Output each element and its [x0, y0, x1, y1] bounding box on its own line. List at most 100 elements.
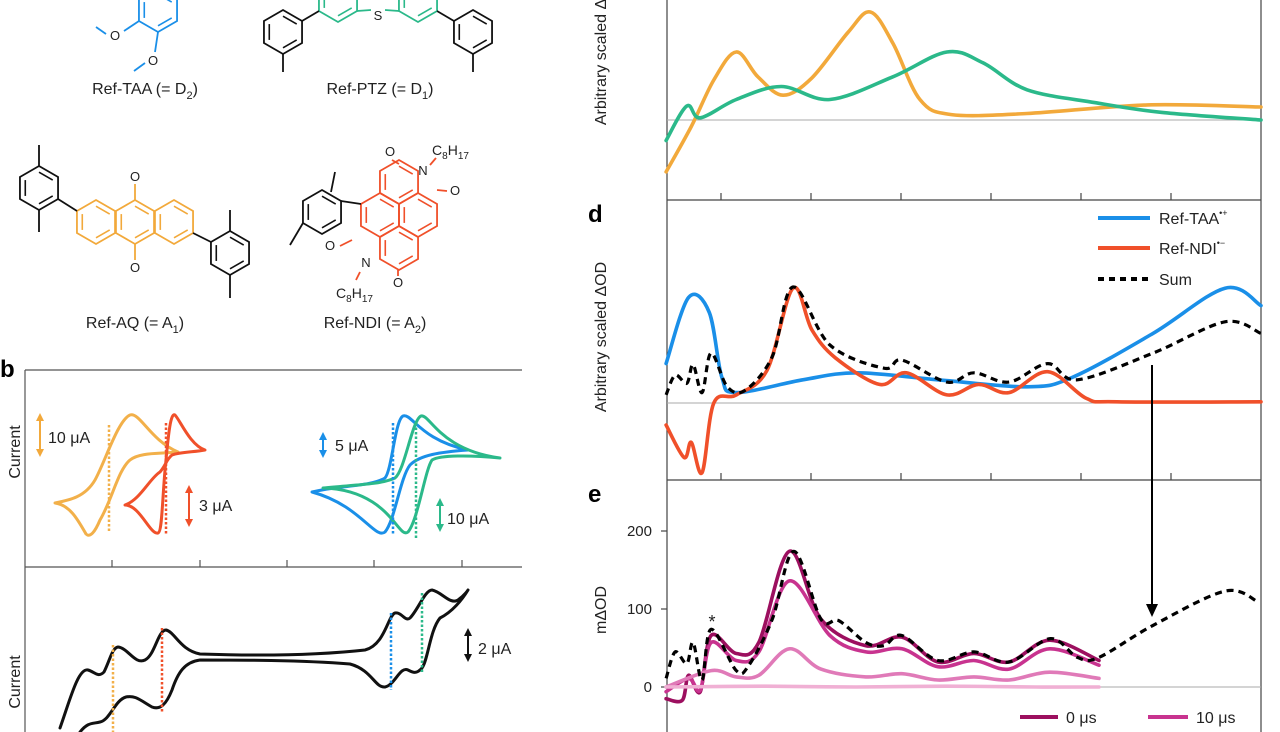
atom-label: O — [393, 275, 403, 290]
double-bond — [398, 231, 414, 241]
ring-ndi — [379, 158, 419, 206]
bond — [339, 239, 353, 247]
atom-label: O — [148, 53, 158, 68]
arrow-up-icon — [436, 498, 444, 506]
chemical-structures: O O S O O N N O O O O C8H17 C8H17 — [19, 0, 493, 305]
double-bond — [417, 222, 433, 232]
double-bond — [321, 195, 337, 205]
panel-b-top-ylabel: Current — [7, 425, 24, 479]
series-line-d-0 — [664, 285, 1263, 395]
bond — [289, 222, 304, 246]
bond — [330, 171, 336, 193]
double-bond — [282, 39, 298, 49]
double-bond — [398, 165, 414, 175]
cv-ref-taa — [310, 414, 470, 535]
legend-e: 0 μs 10 μs — [1020, 710, 1235, 727]
bond — [356, 9, 372, 12]
atom-label: S — [374, 8, 383, 23]
scale-bar-label-aq: 10 μA — [48, 430, 90, 447]
bond — [301, 10, 320, 22]
double-bond — [398, 255, 414, 265]
panel-label-b: b — [0, 356, 15, 383]
series-line-c-0 — [664, 10, 1263, 174]
scale-bar-label-full: 2 μA — [478, 641, 512, 658]
series-line-c-1 — [664, 49, 1263, 143]
double-bond — [472, 15, 488, 25]
legend-ref-ndi: Ref-NDI•− — [1159, 238, 1225, 258]
cv-full-molecule — [58, 588, 470, 732]
e-ytick-label-100: 100 — [627, 601, 652, 618]
double-bond — [321, 219, 337, 229]
double-bond — [134, 205, 150, 215]
double-bond — [229, 260, 245, 270]
cv-ref-ptz — [321, 414, 502, 535]
atom-label: O — [385, 144, 395, 159]
panel-label-e: e — [588, 481, 601, 508]
bond — [355, 271, 361, 281]
double-bond — [472, 39, 488, 49]
double-bond — [379, 222, 395, 232]
panel-label-d: d — [588, 201, 603, 228]
double-bond — [417, 198, 433, 208]
double-bond — [157, 17, 173, 27]
double-bond — [173, 229, 189, 239]
alkyl-label: C8H17 — [336, 285, 373, 305]
bond — [95, 26, 107, 35]
atom-label: O — [450, 183, 460, 198]
ring-aq — [154, 198, 194, 246]
structure-label-ref-ndi: Ref-NDI (= A2) — [324, 315, 427, 336]
panel-b-bottom-ylabel: Current — [7, 655, 24, 709]
right-panel-frames — [666, 0, 1262, 732]
bond — [154, 31, 159, 53]
alkyl-label: C8H17 — [432, 142, 469, 162]
atom-label: N — [361, 255, 370, 270]
series-line-e-0 — [664, 549, 1101, 704]
bond — [391, 159, 400, 165]
series-line-e-4 — [664, 549, 1259, 682]
cv-ref-ndi — [123, 413, 207, 535]
arrow-down-icon — [436, 524, 444, 532]
legend-ref-taa: Ref-TAA•+ — [1159, 208, 1228, 228]
double-bond — [398, 189, 414, 199]
double-bond — [379, 198, 395, 208]
series-line-d-2 — [664, 285, 1262, 396]
asterisk-annotation: * — [708, 612, 715, 632]
ring-ptz-left — [318, 0, 358, 24]
structure-label-ref-taa: Ref-TAA (= D2) — [92, 81, 198, 102]
bond — [436, 10, 455, 22]
double-bond — [38, 195, 54, 205]
double-bond — [417, 7, 433, 17]
ring-ptz-right — [398, 0, 438, 24]
atom-label: O — [130, 169, 140, 184]
e-ytick-label-200: 200 — [627, 523, 652, 540]
series-line-d-1 — [664, 285, 1263, 476]
atom-label: N — [418, 163, 427, 178]
arrow-up-icon — [464, 628, 472, 636]
panel-d-ylabel: Arbitrary scaled ΔOD — [593, 262, 610, 412]
bond — [133, 62, 146, 72]
arrow-d-to-e — [1146, 365, 1158, 617]
legend-0us: 0 μs — [1066, 710, 1097, 727]
legend-d: Ref-TAA•+ Ref-NDI•− Sum — [1098, 208, 1228, 289]
double-bond — [337, 7, 353, 17]
arrow-up-icon — [319, 432, 327, 440]
arrow-down-icon — [464, 654, 472, 662]
arrow-down-icon — [319, 450, 327, 458]
bond — [340, 200, 362, 205]
scale-bar-label-taa: 5 μA — [335, 438, 369, 455]
double-bond — [229, 236, 245, 246]
series-line-e-2 — [664, 647, 1101, 689]
legend-sum: Sum — [1159, 272, 1192, 289]
arrow-down-icon — [36, 449, 44, 457]
bond — [429, 157, 437, 166]
panel-b-frame — [24, 369, 522, 732]
double-bond — [134, 229, 150, 239]
series-line-e-3 — [664, 684, 1101, 689]
double-bond — [166, 0, 173, 3]
arrow-down-icon — [185, 519, 193, 527]
atom-label: O — [325, 238, 335, 253]
double-bond — [95, 229, 111, 239]
double-bond — [95, 205, 111, 215]
bond — [123, 20, 140, 32]
